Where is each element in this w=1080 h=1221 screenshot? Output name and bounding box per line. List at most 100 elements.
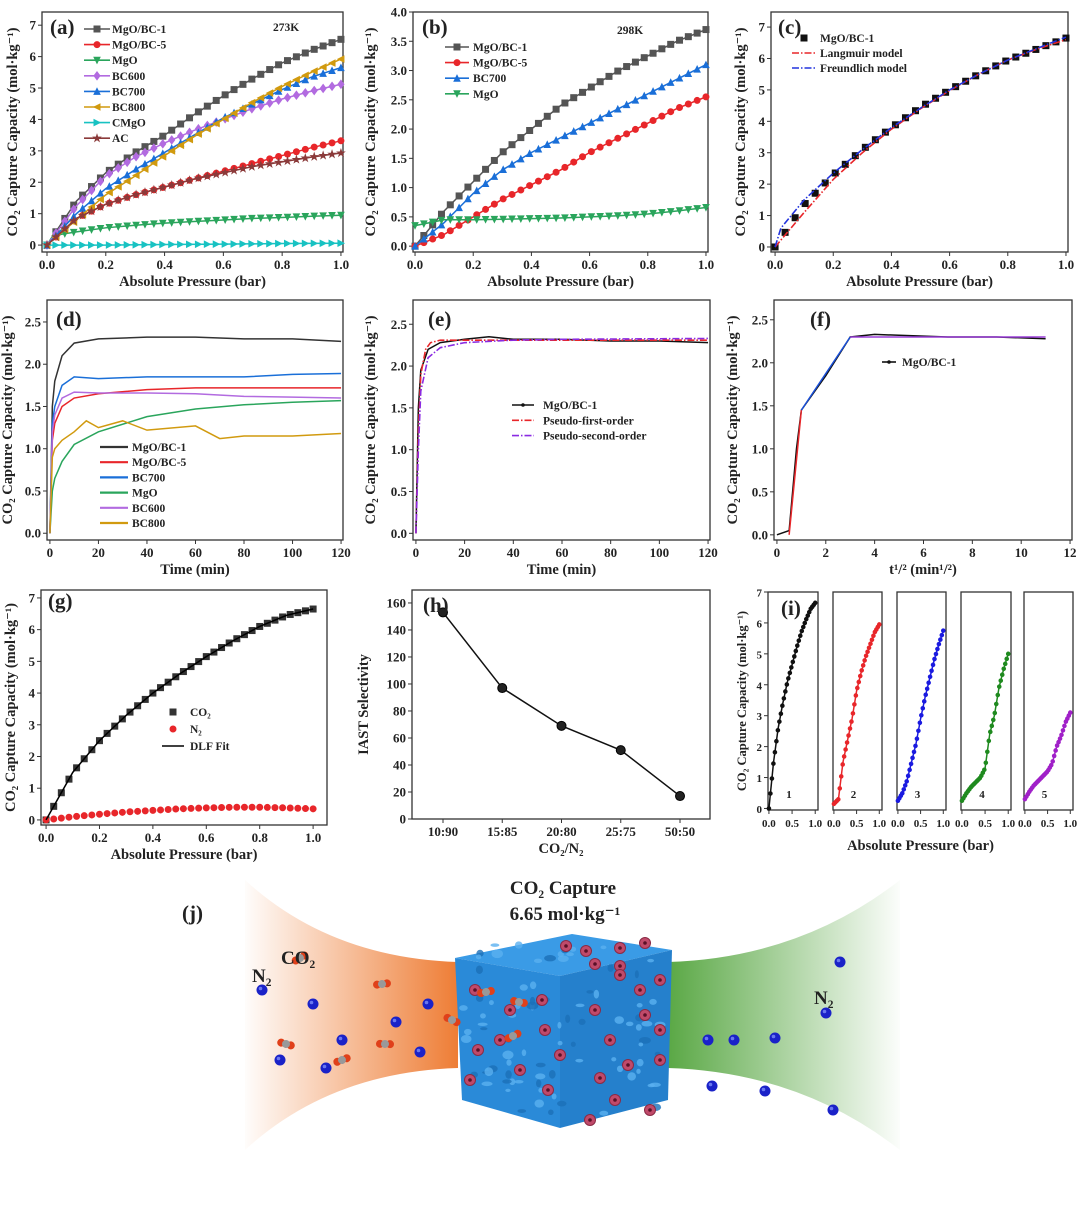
series-line	[46, 83, 342, 246]
series-line	[774, 36, 1067, 248]
adsorption-site-core	[598, 1076, 602, 1080]
data-point-marker	[283, 83, 292, 91]
legend: MgO/BC-1 MgO/BC-5 BC700 MgO	[445, 42, 528, 101]
data-point-marker	[264, 158, 275, 168]
plot-frame	[770, 11, 1069, 253]
series-line	[46, 58, 342, 246]
data-point-marker	[983, 760, 989, 766]
legend-label: Pseudo-first-order	[543, 415, 634, 427]
data-point-marker	[292, 90, 301, 101]
data-point-marker	[1002, 661, 1008, 667]
data-point-marker	[194, 108, 202, 116]
data-point-marker	[301, 87, 309, 98]
data-point-marker	[587, 148, 595, 156]
data-point-marker	[869, 637, 875, 643]
data-point-marker	[123, 177, 131, 185]
legend-item: AC	[84, 133, 129, 145]
data-point-marker	[194, 130, 202, 138]
data-point-marker	[614, 67, 622, 75]
data-point-marker	[50, 815, 58, 823]
data-point-marker	[248, 803, 256, 811]
x-tick-label: 120	[698, 545, 718, 560]
series-CMgO	[43, 239, 346, 249]
y-tick-label: 20	[393, 784, 406, 799]
data-point-marker	[649, 87, 657, 95]
data-point-marker	[676, 36, 684, 44]
y-tick-label: 3.5	[391, 34, 408, 49]
data-point-marker	[310, 212, 319, 221]
pore	[638, 1036, 651, 1044]
data-point-marker	[781, 696, 787, 701]
y-tick-label: 6	[759, 51, 766, 66]
legend: MgO/BC-1 Langmuir model Freundlich model	[792, 33, 907, 75]
data-point-marker	[640, 210, 649, 219]
adsorption-site-core	[658, 1058, 662, 1062]
data-point-marker	[649, 117, 657, 125]
y-tick-label: 100	[387, 676, 407, 691]
data-point-marker	[292, 79, 301, 87]
data-point-marker	[257, 239, 265, 248]
data-point-marker	[640, 91, 649, 100]
data-point-marker	[631, 125, 639, 133]
data-point-marker	[93, 87, 101, 95]
data-point-marker	[786, 676, 791, 681]
data-point-marker	[464, 194, 472, 203]
data-point-marker	[229, 109, 238, 117]
adsorption-site-core	[540, 998, 544, 1002]
data-point-marker	[911, 749, 917, 755]
data-point-marker	[490, 200, 498, 208]
y-tick-label: 0	[30, 238, 37, 253]
x-tick-label: 12	[1064, 545, 1077, 560]
adsorption-site-core	[626, 1063, 630, 1067]
data-point-marker	[561, 163, 569, 171]
series-BC700	[411, 60, 710, 250]
n2-molecule-icon	[422, 998, 434, 1010]
data-point-marker	[111, 809, 119, 817]
data-point-marker	[87, 226, 96, 234]
legend: CO₂ N₂ DLF Fit	[162, 707, 230, 753]
data-point-marker	[446, 201, 454, 209]
adsorption-site-core	[588, 1118, 592, 1122]
data-point-marker	[159, 240, 167, 249]
data-point-marker	[429, 235, 437, 243]
data-point-marker	[552, 105, 560, 113]
y-tick-label: 3.0	[391, 63, 407, 78]
y-tick-label: 4	[29, 686, 36, 701]
data-point-marker	[939, 632, 945, 638]
data-point-marker	[265, 214, 274, 222]
series-fit-2	[800, 336, 851, 411]
data-point-marker	[79, 241, 87, 249]
data-point-marker	[605, 72, 613, 80]
x-tick-label: 40	[507, 545, 520, 560]
data-point-marker	[103, 810, 111, 818]
data-point-marker	[176, 218, 185, 227]
data-point-marker	[675, 73, 684, 82]
data-point-marker	[866, 645, 872, 651]
y-tick-label: 1	[29, 781, 36, 796]
x-tick-label: 15:85	[487, 824, 518, 839]
data-point-marker	[702, 204, 710, 212]
series-MgO	[43, 211, 345, 250]
data-point-marker	[517, 215, 525, 223]
series-3	[895, 628, 946, 804]
data-point-marker	[904, 779, 909, 784]
label-n2-outlet: N₂	[814, 988, 834, 1009]
data-point-marker	[114, 176, 123, 185]
data-point-marker	[517, 154, 525, 163]
pore	[649, 1082, 661, 1087]
x-tick-label: 120	[331, 545, 351, 560]
data-point-marker	[859, 668, 865, 673]
data-point-marker	[141, 221, 149, 229]
data-point-marker	[327, 59, 336, 67]
data-point-marker	[534, 119, 542, 127]
data-point-marker	[274, 95, 283, 105]
y-tick-label: 140	[387, 622, 407, 637]
data-point-marker	[221, 240, 230, 248]
x-tick-label: 0.8	[640, 257, 657, 272]
data-point-marker	[176, 141, 185, 150]
pore	[636, 1068, 641, 1074]
panel-label-j: (j)	[182, 901, 203, 925]
y-tick-label: 6	[30, 49, 37, 64]
series-BC600	[43, 79, 345, 250]
legend-item: MgO	[445, 89, 499, 101]
